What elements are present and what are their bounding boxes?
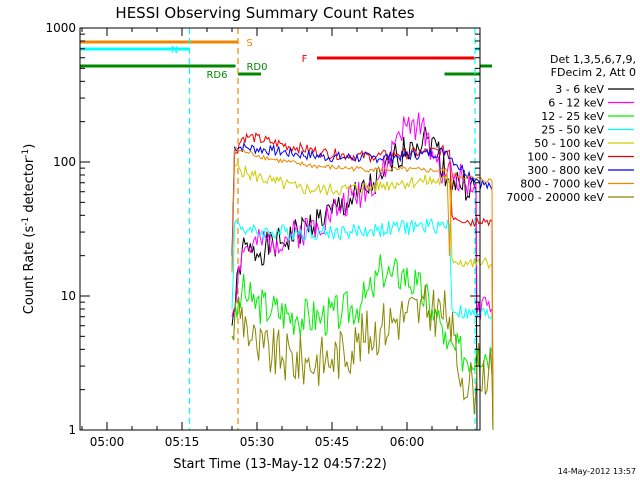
series-line	[231, 112, 494, 431]
series-line	[231, 146, 494, 431]
legend-entry-label: 800 - 7000 keV	[520, 178, 604, 191]
observing-flags: S N F RD0 RD6	[80, 38, 492, 81]
footer-timestamp: 14-May-2012 13:57	[558, 467, 636, 476]
legend-entry-label: 12 - 25 keV	[541, 110, 604, 123]
legend-entry-label: 7000 - 20000 keV	[506, 191, 604, 204]
series-line	[231, 254, 494, 431]
flag-label: N	[171, 45, 178, 56]
axis-ticks: 05:00 05:15 05:30 05:45 06:00 1 10 100 1000	[45, 21, 480, 449]
x-tick-label: 06:00	[390, 435, 425, 449]
flag-label: F	[302, 54, 308, 65]
x-tick-label: 05:30	[240, 435, 275, 449]
y-tick-label: 100	[53, 155, 76, 169]
y-axis-label: Count Rate (s-1 detector-1)	[21, 144, 37, 315]
x-axis-label: Start Time (13-May-12 04:57:22)	[173, 457, 387, 472]
legend-entry-label: 6 - 12 keV	[548, 97, 604, 110]
legend-header-line-2: FDecim 2, Att 0	[551, 66, 636, 79]
legend-entry-label: 3 - 6 keV	[555, 83, 604, 96]
series-line	[231, 141, 493, 256]
flag-label: S	[246, 38, 252, 49]
x-tick-label: 05:15	[165, 435, 200, 449]
y-tick-label: 1000	[45, 21, 76, 35]
legend-entry-label: 50 - 100 keV	[534, 137, 604, 150]
legend-header-line-1: Det 1,3,5,6,7,9,	[550, 53, 636, 66]
legend-entry-label: 100 - 300 keV	[527, 151, 604, 164]
plot-frame	[79, 27, 481, 431]
series-line	[231, 284, 494, 431]
x-tick-label: 05:45	[315, 435, 350, 449]
flag-label: RD0	[246, 62, 267, 73]
y-tick-label: 1	[68, 423, 76, 437]
x-tick-label: 05:00	[90, 435, 125, 449]
series-layer	[231, 112, 494, 431]
legend: Det 1,3,5,6,7,9, FDecim 2, Att 0 3 - 6 k…	[506, 53, 636, 204]
series-line	[231, 161, 494, 431]
y-tick-label: 10	[61, 289, 76, 303]
legend-entry-label: 25 - 50 keV	[541, 124, 604, 137]
series-line	[231, 131, 494, 431]
flag-label: RD6	[206, 70, 227, 81]
legend-entry-label: 300 - 800 keV	[527, 164, 604, 177]
chart-title: HESSI Observing Summary Count Rates	[115, 4, 414, 22]
